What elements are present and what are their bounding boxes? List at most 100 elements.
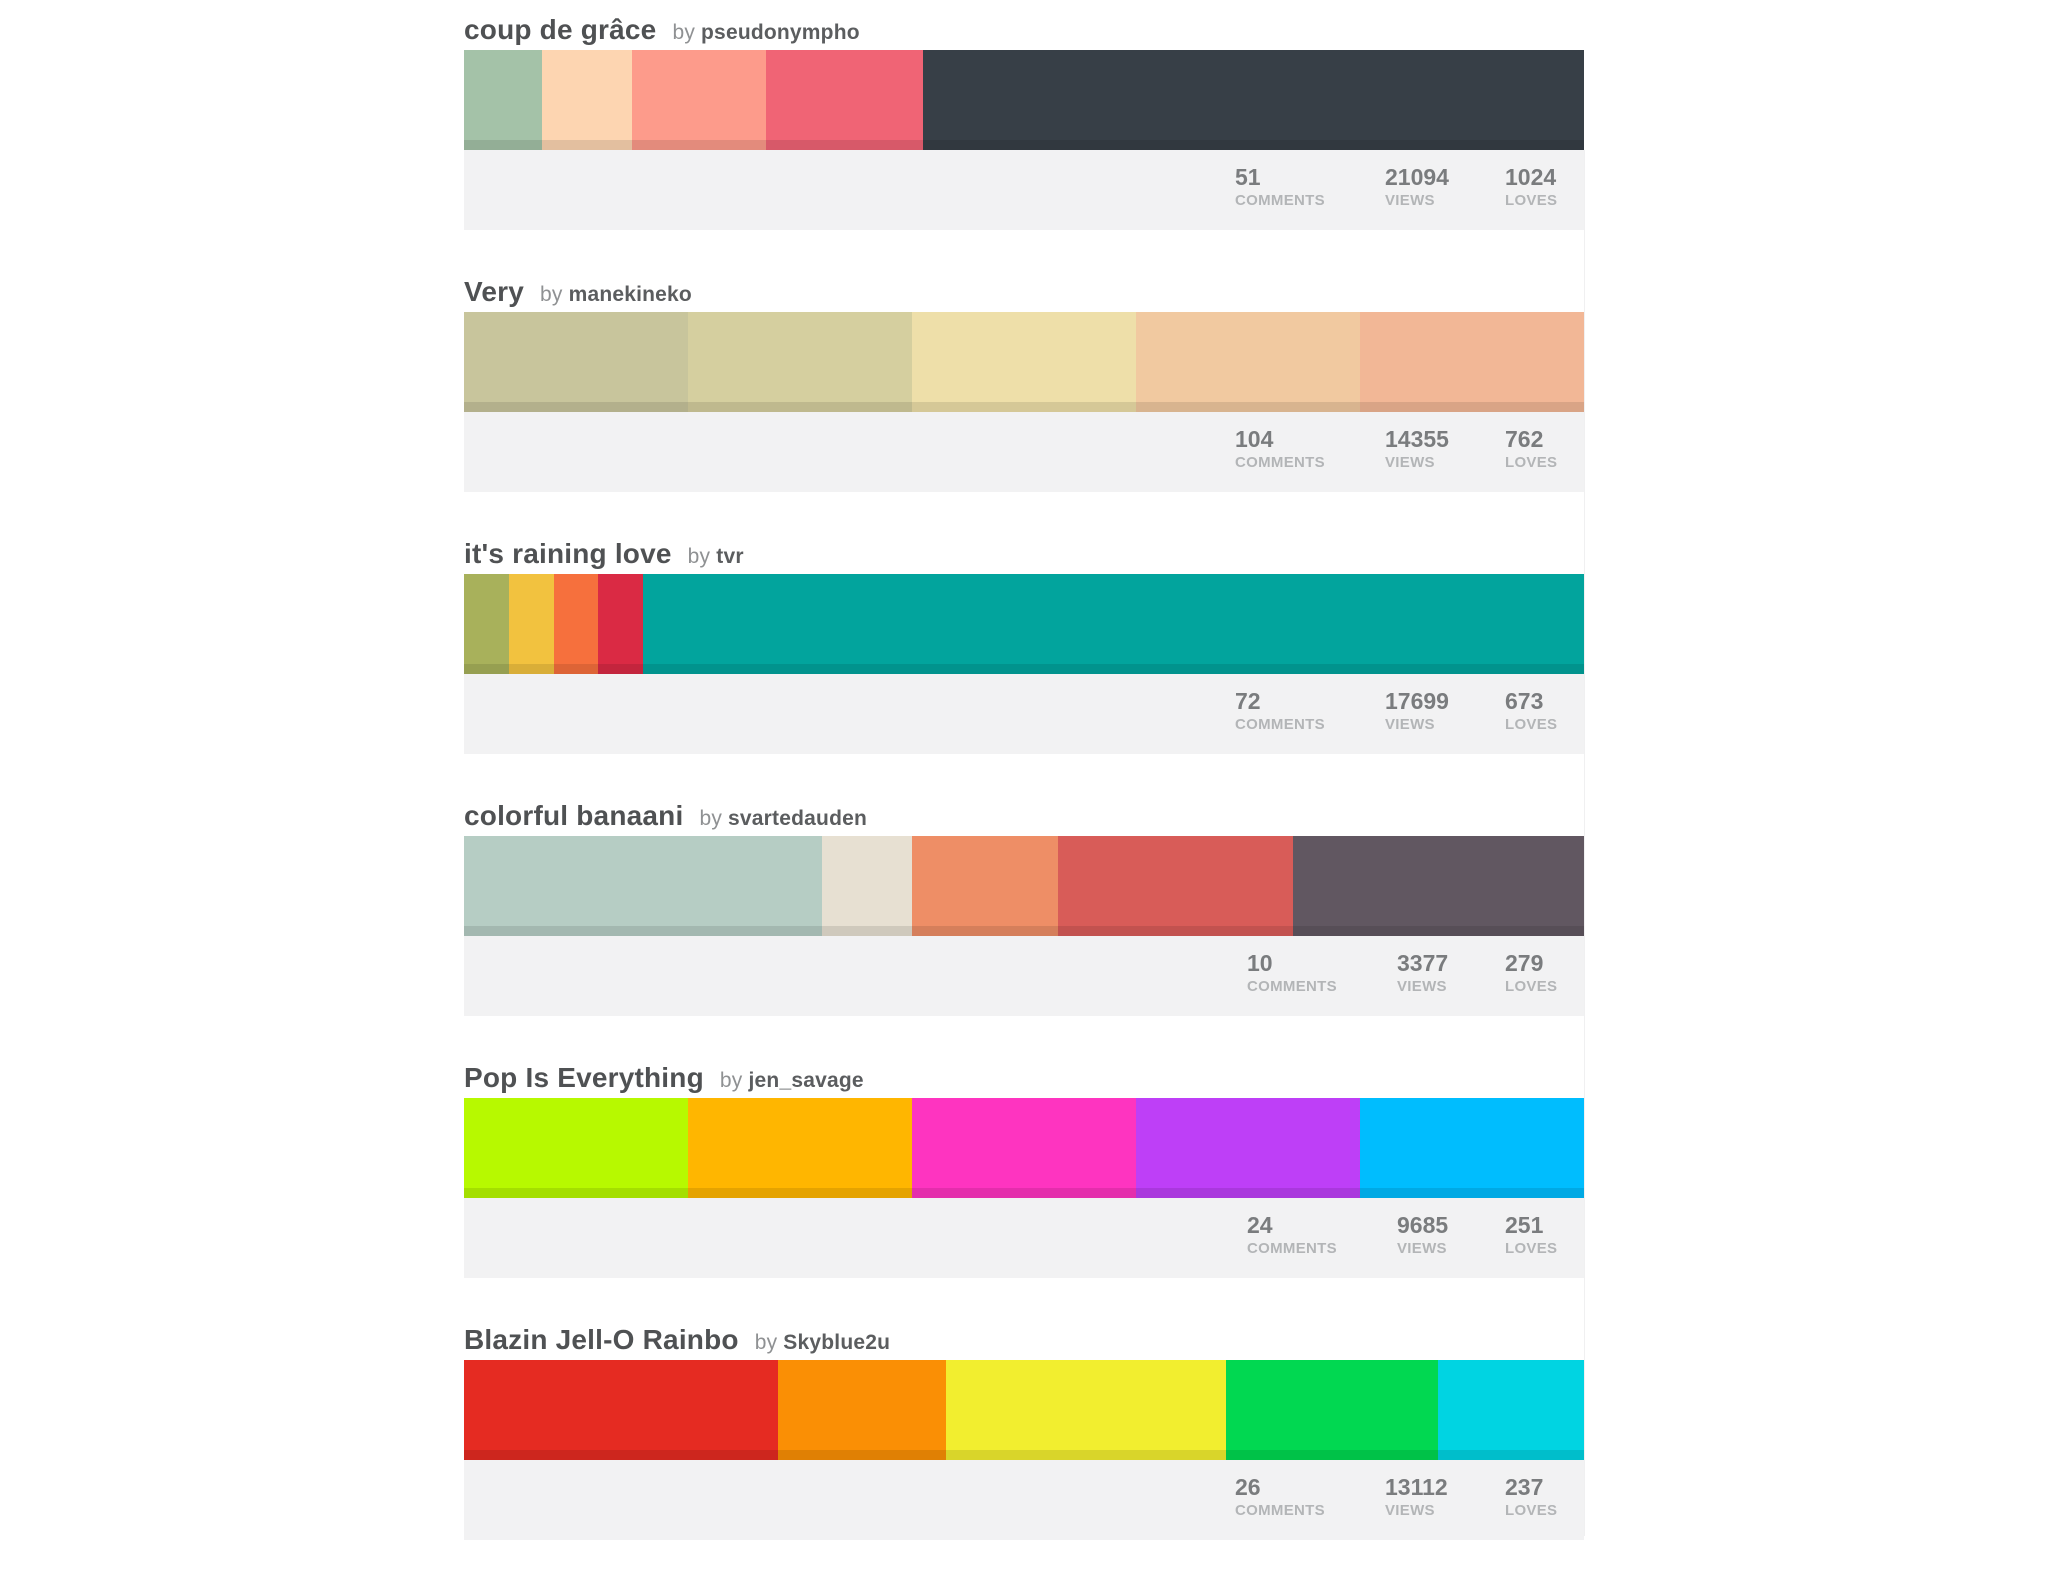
comments-label: COMMENTS (1235, 454, 1325, 471)
comments-stat[interactable]: 10 COMMENTS (1247, 950, 1337, 996)
color-swatch[interactable] (464, 836, 823, 936)
palette-stats: 26 COMMENTS 13112 VIEWS 237 LOVES (464, 1460, 1584, 1540)
palette-name-link[interactable]: Blazin Jell-O Rainbo (464, 1324, 739, 1355)
color-swatch[interactable] (1225, 1360, 1439, 1460)
comments-label: COMMENTS (1247, 978, 1337, 995)
color-swatch-bar[interactable] (464, 1360, 1584, 1460)
palette-card[interactable]: Very by manekineko 104 COMMENTS 14355 VIEW… (464, 272, 1584, 534)
color-swatch[interactable] (464, 1098, 688, 1198)
palette-title: it's raining love by tvr (464, 538, 744, 570)
comments-label: COMMENTS (1235, 1502, 1325, 1519)
color-swatch[interactable] (464, 1360, 778, 1460)
palette-card[interactable]: it's raining love by tvr 72 COMMENTS 17699… (464, 534, 1584, 796)
loves-stat[interactable]: 251 LOVES (1505, 1212, 1557, 1258)
color-swatch-bar[interactable] (464, 1098, 1584, 1198)
color-swatch[interactable] (822, 836, 912, 936)
color-swatch[interactable] (1292, 836, 1584, 936)
views-label: VIEWS (1397, 978, 1447, 995)
author-link[interactable]: manekineko (568, 283, 692, 306)
palette-card[interactable]: coup de grâce by pseudonympho 51 COMMENTS … (464, 10, 1584, 272)
palette-stats: 24 COMMENTS 9685 VIEWS 251 LOVES (464, 1198, 1584, 1278)
color-swatch-bar[interactable] (464, 312, 1584, 412)
color-swatch[interactable] (1057, 836, 1293, 936)
color-swatch[interactable] (777, 1360, 946, 1460)
palette-header: colorful banaani by svartedauden (464, 796, 1584, 836)
views-count: 21094 (1385, 164, 1449, 190)
color-swatch[interactable] (945, 1360, 1226, 1460)
palette-header: it's raining love by tvr (464, 534, 1584, 574)
author-link[interactable]: Skyblue2u (783, 1331, 891, 1354)
color-swatch[interactable] (1438, 1360, 1584, 1460)
loves-count: 1024 (1505, 164, 1557, 190)
color-swatch[interactable] (923, 50, 1584, 150)
color-swatch-bar[interactable] (464, 836, 1584, 936)
views-label: VIEWS (1397, 1240, 1447, 1257)
color-swatch[interactable] (688, 1098, 912, 1198)
color-swatch[interactable] (598, 574, 644, 674)
views-stat: 13112 VIEWS (1385, 1474, 1448, 1520)
color-swatch[interactable] (542, 50, 632, 150)
color-swatch[interactable] (553, 574, 599, 674)
views-stat: 14355 VIEWS (1385, 426, 1449, 472)
color-swatch[interactable] (1136, 1098, 1360, 1198)
views-stat: 9685 VIEWS (1397, 1212, 1448, 1258)
comments-stat[interactable]: 24 COMMENTS (1247, 1212, 1337, 1258)
loves-label: LOVES (1505, 1240, 1558, 1257)
by-label: by (672, 21, 696, 44)
comments-stat[interactable]: 51 COMMENTS (1235, 164, 1325, 210)
color-swatch[interactable] (631, 50, 767, 150)
palette-name-link[interactable]: Very (464, 276, 524, 307)
palette-card[interactable]: Blazin Jell-O Rainbo by Skyblue2u 26 COMME… (464, 1320, 1584, 1582)
color-swatch[interactable] (766, 50, 924, 150)
palette-card[interactable]: Pop Is Everything by jen_savage 24 COMMENT… (464, 1058, 1584, 1320)
color-swatch-bar[interactable] (464, 50, 1584, 150)
comments-stat[interactable]: 26 COMMENTS (1235, 1474, 1325, 1520)
palette-name-link[interactable]: colorful banaani (464, 800, 684, 831)
color-swatch[interactable] (1360, 312, 1584, 412)
loves-label: LOVES (1505, 192, 1558, 209)
loves-stat[interactable]: 279 LOVES (1505, 950, 1557, 996)
palette-card[interactable]: colorful banaani by svartedauden 10 COMMEN… (464, 796, 1584, 1058)
palette-stats: 10 COMMENTS 3377 VIEWS 279 LOVES (464, 936, 1584, 1016)
color-swatch[interactable] (688, 312, 912, 412)
views-stat: 3377 VIEWS (1397, 950, 1448, 996)
loves-label: LOVES (1505, 716, 1558, 733)
comments-label: COMMENTS (1247, 1240, 1337, 1257)
color-swatch[interactable] (643, 574, 1584, 674)
views-label: VIEWS (1385, 454, 1435, 471)
color-swatch[interactable] (1360, 1098, 1584, 1198)
views-count: 17699 (1385, 688, 1449, 714)
comments-count: 10 (1247, 950, 1273, 976)
color-swatch[interactable] (1136, 312, 1360, 412)
views-count: 14355 (1385, 426, 1449, 452)
comments-count: 72 (1235, 688, 1261, 714)
comments-count: 51 (1235, 164, 1261, 190)
by-label: by (719, 1069, 743, 1092)
palette-name-link[interactable]: Pop Is Everything (464, 1062, 704, 1093)
palette-header: Pop Is Everything by jen_savage (464, 1058, 1584, 1098)
color-swatch[interactable] (912, 312, 1136, 412)
comments-stat[interactable]: 104 COMMENTS (1235, 426, 1325, 472)
palette-name-link[interactable]: coup de grâce (464, 14, 657, 45)
comments-stat[interactable]: 72 COMMENTS (1235, 688, 1325, 734)
loves-stat[interactable]: 1024 LOVES (1505, 164, 1557, 210)
palette-title: Blazin Jell-O Rainbo by Skyblue2u (464, 1324, 890, 1356)
author-link[interactable]: svartedauden (728, 807, 867, 830)
color-swatch[interactable] (508, 574, 554, 674)
author-link[interactable]: tvr (716, 545, 744, 568)
loves-label: LOVES (1505, 1502, 1558, 1519)
palette-name-link[interactable]: it's raining love (464, 538, 672, 569)
loves-stat[interactable]: 762 LOVES (1505, 426, 1557, 472)
color-swatch[interactable] (912, 1098, 1136, 1198)
color-swatch[interactable] (464, 50, 543, 150)
palette-title: coup de grâce by pseudonympho (464, 14, 860, 46)
color-swatch[interactable] (464, 312, 688, 412)
color-swatch[interactable] (464, 574, 509, 674)
by-label: by (754, 1331, 778, 1354)
author-link[interactable]: jen_savage (748, 1069, 864, 1092)
color-swatch-bar[interactable] (464, 574, 1584, 674)
color-swatch[interactable] (911, 836, 1058, 936)
author-link[interactable]: pseudonympho (701, 21, 860, 44)
loves-stat[interactable]: 673 LOVES (1505, 688, 1557, 734)
loves-stat[interactable]: 237 LOVES (1505, 1474, 1557, 1520)
